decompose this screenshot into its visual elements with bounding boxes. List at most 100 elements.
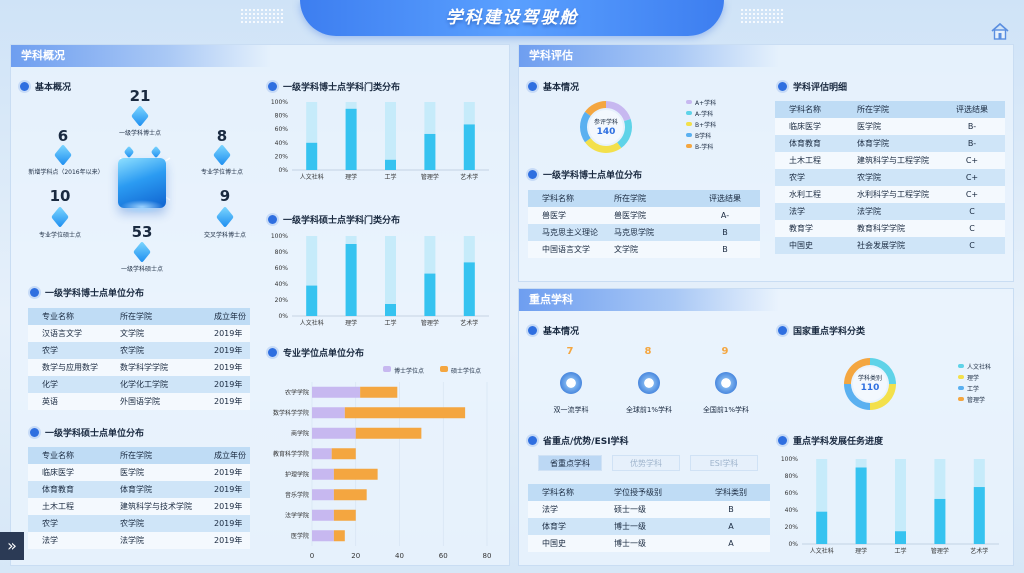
bar-master[interactable] [360, 386, 398, 398]
donut-slice[interactable] [844, 384, 870, 410]
table-row[interactable]: 汉语言文学 文学院 2019年 [28, 325, 250, 342]
stat-label: 新增学科点（2016年以来） [28, 169, 104, 176]
table-cell: 土木工程 [28, 498, 106, 515]
bar[interactable] [973, 487, 985, 544]
bar-master[interactable] [331, 448, 356, 460]
col-header: 学科名称 [775, 101, 843, 118]
col-header: 所在学院 [106, 447, 200, 464]
bar-phd[interactable] [312, 530, 334, 542]
legend-item: B+学科 [686, 120, 716, 129]
table-cell: 临床医学 [28, 464, 106, 481]
bar-master[interactable] [344, 407, 466, 419]
bar-phd[interactable] [312, 468, 334, 480]
table-row[interactable]: 水利工程 水利科学与工程学院 C+ [775, 186, 1005, 203]
table-row[interactable]: 法学 硕士一级 B [528, 501, 770, 518]
table-row[interactable]: 兽医学 兽医学院 A- [528, 207, 760, 224]
donut-slice[interactable] [617, 118, 632, 149]
table-row[interactable]: 体育教育 体育学院 B- [775, 135, 1005, 152]
eval-basic-title: 基本情况 [528, 80, 579, 93]
bar-master[interactable] [355, 427, 422, 439]
bar-phd[interactable] [312, 386, 361, 398]
bar[interactable] [424, 133, 436, 170]
bar[interactable] [385, 159, 396, 170]
bar-phd[interactable] [312, 489, 334, 501]
table-row[interactable]: 临床医学 医学院 B- [775, 118, 1005, 135]
table-row[interactable]: 土木工程 建筑科学与工程学院 C+ [775, 152, 1005, 169]
stat-label: 一级学科博士点 [118, 130, 161, 137]
donut-slice[interactable] [870, 384, 896, 410]
table-row[interactable]: 教育学 教育科学学院 C [775, 220, 1005, 237]
table-row[interactable]: 中国史 社会发展学院 C [775, 237, 1005, 254]
bar-phd[interactable] [312, 427, 356, 439]
bar[interactable] [345, 108, 357, 170]
table-row[interactable]: 农学 农学院 2019年 [28, 342, 250, 359]
legend-label: A+学科 [695, 100, 717, 107]
bar[interactable] [934, 498, 946, 544]
legend-swatch [958, 375, 964, 379]
y-tick-label: 数学科学学院 [273, 409, 309, 417]
bar[interactable] [306, 285, 318, 316]
bar[interactable] [463, 124, 475, 170]
bar-phd[interactable] [312, 509, 334, 521]
bar-phd[interactable] [312, 448, 332, 460]
table-row[interactable]: 英语 外国语学院 2019年 [28, 393, 250, 410]
bar-background [306, 236, 318, 316]
table-cell: 化学 [28, 376, 106, 393]
tab-esi[interactable]: ESI学科 [690, 455, 758, 471]
table-cell: 兽医学 [528, 207, 600, 224]
table-cell: 马克思学院 [600, 224, 690, 241]
expand-sidebar-button[interactable]: » [0, 532, 24, 560]
table-row[interactable]: 土木工程 建筑科学与技术学院 2019年 [28, 498, 250, 515]
table-row[interactable]: 临床医学 医学院 2019年 [28, 464, 250, 481]
bar-master[interactable] [333, 530, 345, 542]
tab-provincial-key[interactable]: 省重点学科 [538, 455, 602, 471]
table-row[interactable]: 法学 法学院 C [775, 203, 1005, 220]
donut-label: 学科类别 [857, 375, 882, 382]
table-row[interactable]: 法学 法学院 2019年 [28, 532, 250, 549]
donut-slice[interactable] [584, 138, 622, 153]
tab-advantage[interactable]: 优势学科 [612, 455, 680, 471]
table-row[interactable]: 体育教育 体育学院 2019年 [28, 481, 250, 498]
table-row[interactable]: 体育学 博士一级 A [528, 518, 770, 535]
donut-slice[interactable] [844, 358, 870, 384]
table-header: 学科名称 学位授予级别 学科类别 [528, 484, 770, 501]
table-row[interactable]: 农学 农学院 2019年 [28, 515, 250, 532]
table-row[interactable]: 中国史 博士一级 A [528, 535, 770, 552]
bar[interactable] [385, 304, 396, 316]
stat-value: 6 [57, 127, 69, 145]
medal-icon [638, 372, 660, 394]
legend-label: 理学 [967, 375, 980, 382]
national-donut-chart [844, 358, 896, 410]
table-row[interactable]: 数学与应用数学 数学科学学院 2019年 [28, 359, 250, 376]
medal-label: 全球前1%学科 [625, 406, 673, 414]
master-category-chart: 0% 20% 40% 60% 80% 100% 人文社科 理学 工学 管理学 艺术学 [271, 233, 489, 327]
bar-phd[interactable] [312, 407, 345, 419]
bar[interactable] [345, 244, 357, 316]
bar[interactable] [816, 511, 828, 544]
table-row[interactable]: 化学 化学化工学院 2019年 [28, 376, 250, 393]
y-tick-label: 40% [275, 281, 289, 288]
table-header: 学科名称 所在学院 评选结果 [528, 190, 760, 207]
professional-chart-title: 专业学位点单位分布 [268, 346, 364, 359]
table-cell: B [690, 224, 760, 241]
professional-chart: 0 20 40 60 80 农学学院数学科学学院商学院教育科学学院护理学院音乐学院法学学院… [273, 382, 491, 558]
donut-slice[interactable] [606, 101, 631, 122]
donut-slice[interactable] [584, 101, 606, 116]
bar-master[interactable] [333, 489, 367, 501]
home-icon[interactable] [990, 22, 1010, 40]
table-row[interactable]: 马克思主义理论 马克思学院 B [528, 224, 760, 241]
table-row[interactable]: 中国语言文学 文学院 B [528, 241, 760, 258]
donut-slice[interactable] [580, 111, 591, 143]
bar[interactable] [895, 531, 906, 544]
bar[interactable] [855, 467, 867, 545]
bar[interactable] [463, 262, 475, 316]
x-tick-label: 工学 [894, 547, 906, 555]
table-row[interactable]: 农学 农学院 C+ [775, 169, 1005, 186]
bar-master[interactable] [333, 509, 356, 521]
bar[interactable] [306, 142, 318, 170]
medal-label: 全国前1%学科 [702, 406, 750, 414]
bar[interactable] [424, 273, 436, 316]
bar-master[interactable] [333, 468, 378, 480]
legend-label: 管理学 [967, 397, 986, 404]
donut-slice[interactable] [870, 358, 896, 384]
